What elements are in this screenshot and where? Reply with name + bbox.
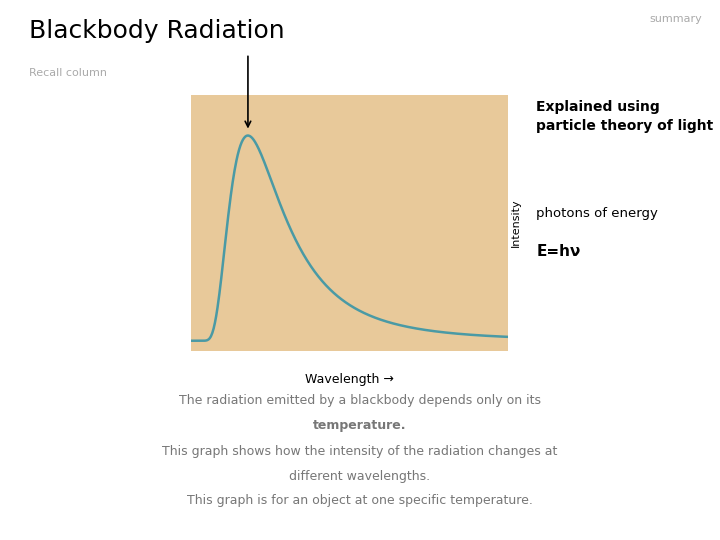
Text: This graph shows how the intensity of the radiation changes at: This graph shows how the intensity of th… bbox=[162, 445, 558, 458]
Text: Recall column: Recall column bbox=[29, 68, 107, 78]
Text: temperature.: temperature. bbox=[313, 420, 407, 433]
Text: summary: summary bbox=[649, 14, 702, 24]
Text: Intensity: Intensity bbox=[511, 198, 521, 247]
Text: This graph is for an object at one specific temperature.: This graph is for an object at one speci… bbox=[187, 494, 533, 507]
Text: photons of energy: photons of energy bbox=[536, 206, 658, 220]
Text: Wavelength →: Wavelength → bbox=[305, 373, 394, 386]
Text: E=hν: E=hν bbox=[536, 245, 581, 259]
Text: Explained using
particle theory of light: Explained using particle theory of light bbox=[536, 100, 714, 133]
Text: different wavelengths.: different wavelengths. bbox=[289, 470, 431, 483]
Text: Blackbody Radiation: Blackbody Radiation bbox=[29, 19, 284, 43]
Text: The radiation emitted by a blackbody depends only on its: The radiation emitted by a blackbody dep… bbox=[179, 394, 541, 407]
